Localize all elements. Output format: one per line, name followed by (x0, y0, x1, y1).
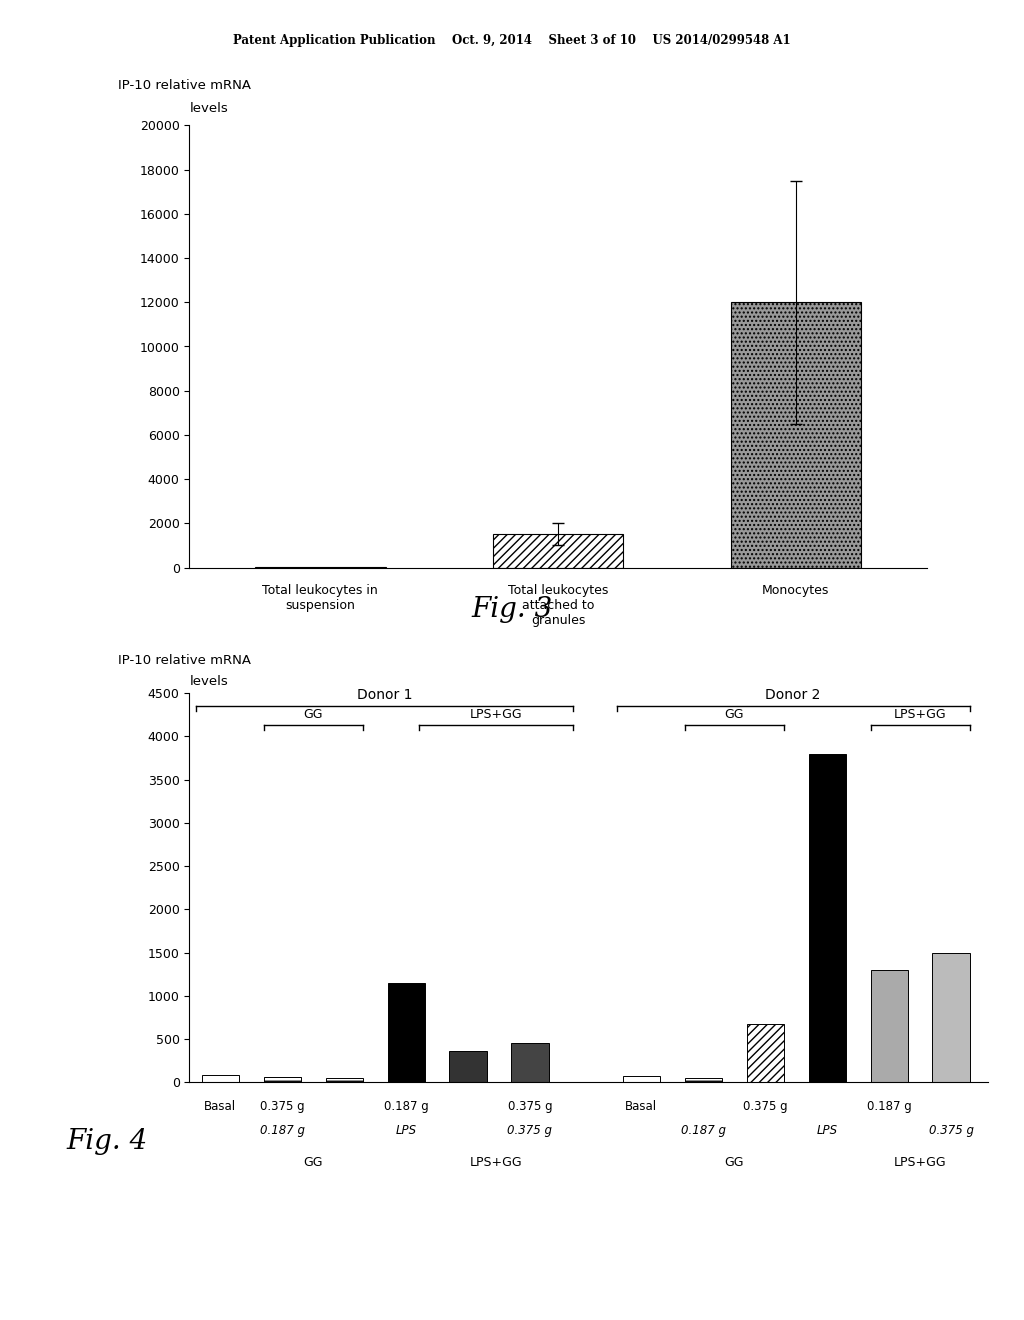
Text: LPS: LPS (395, 1123, 417, 1137)
Bar (809, 754, 846, 1082)
Text: 0.375 g: 0.375 g (260, 1100, 304, 1113)
Text: 0.375 g: 0.375 g (743, 1100, 787, 1113)
Bar (450, 1051, 486, 1082)
Text: 0.187 g: 0.187 g (866, 1100, 911, 1113)
Text: LPS+GG: LPS+GG (894, 708, 946, 721)
Text: 0.375 g: 0.375 g (508, 1100, 552, 1113)
Text: Donor 1: Donor 1 (356, 688, 413, 702)
Text: GG: GG (725, 708, 744, 721)
Text: 0.375 g: 0.375 g (929, 1123, 974, 1137)
Text: 0.375 g: 0.375 g (508, 1123, 553, 1137)
Bar (202, 1076, 239, 1082)
Text: IP-10 relative mRNA: IP-10 relative mRNA (118, 79, 251, 92)
Text: IP-10 relative mRNA: IP-10 relative mRNA (118, 653, 251, 667)
Text: 0.187 g: 0.187 g (681, 1123, 726, 1137)
Text: GG: GG (725, 1156, 744, 1170)
Text: GG: GG (303, 1156, 323, 1170)
Bar (326, 1078, 362, 1082)
Bar (387, 983, 425, 1082)
Bar (870, 970, 907, 1082)
Bar (746, 1023, 783, 1082)
Bar (264, 1077, 301, 1082)
Text: LPS+GG: LPS+GG (470, 1156, 522, 1170)
Bar (511, 1043, 549, 1082)
Text: Basal: Basal (205, 1100, 237, 1113)
Bar (685, 1078, 722, 1082)
Text: LPS+GG: LPS+GG (470, 708, 522, 721)
Text: levels: levels (189, 675, 228, 688)
Text: Fig. 3: Fig. 3 (471, 597, 553, 623)
Text: LPS+GG: LPS+GG (894, 1156, 946, 1170)
Bar (623, 1076, 660, 1082)
Text: 0.187 g: 0.187 g (260, 1123, 305, 1137)
Text: LPS: LPS (816, 1123, 838, 1137)
Bar (730, 302, 861, 568)
Bar (493, 535, 624, 568)
Bar (933, 953, 970, 1082)
Text: levels: levels (189, 102, 228, 115)
Text: Basal: Basal (626, 1100, 657, 1113)
Text: Donor 2: Donor 2 (765, 688, 821, 702)
Text: GG: GG (303, 708, 323, 721)
Text: 0.187 g: 0.187 g (384, 1100, 428, 1113)
Text: Patent Application Publication    Oct. 9, 2014    Sheet 3 of 10    US 2014/02995: Patent Application Publication Oct. 9, 2… (233, 34, 791, 48)
Text: Fig. 4: Fig. 4 (67, 1129, 147, 1155)
